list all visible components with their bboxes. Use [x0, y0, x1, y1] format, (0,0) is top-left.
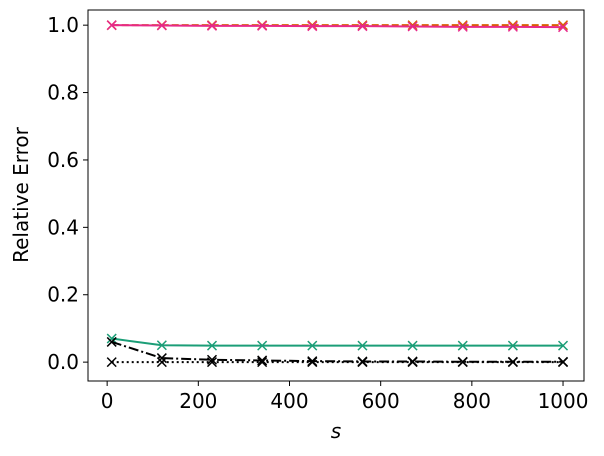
marker	[557, 340, 569, 351]
marker	[206, 357, 218, 368]
y-axis-label: Relative Error	[9, 126, 33, 263]
marker	[507, 21, 518, 32]
plot-frame	[87, 9, 585, 382]
y-tick-label: 0.2	[47, 283, 79, 307]
series-line	[111, 24, 564, 29]
marker	[106, 333, 117, 344]
x-tick-label: 0	[101, 389, 114, 413]
marker	[407, 21, 418, 32]
marker	[257, 340, 268, 351]
marker	[407, 357, 418, 368]
marker	[206, 354, 218, 365]
marker	[206, 20, 218, 31]
marker	[357, 21, 368, 32]
x-tick-label: 1000	[538, 389, 589, 413]
x-axis-label: s	[331, 419, 341, 443]
y-tick-label: 0.0	[47, 350, 79, 374]
marker	[507, 20, 518, 31]
marker	[257, 355, 268, 366]
marker	[106, 336, 117, 347]
marker	[407, 20, 418, 31]
x-tick-label: 200	[179, 389, 217, 413]
marker	[307, 357, 318, 368]
marker	[457, 357, 468, 368]
marker	[307, 340, 318, 351]
y-tick-label: 0.4	[47, 215, 79, 239]
y-tick-label: 0.6	[47, 148, 79, 172]
marker	[257, 357, 268, 368]
marker	[156, 340, 167, 351]
marker	[156, 357, 167, 368]
x-tick-label: 800	[453, 389, 491, 413]
marker	[357, 340, 368, 351]
marker	[357, 357, 368, 368]
y-tick-label: 1.0	[47, 13, 79, 37]
marker	[407, 340, 418, 351]
x-tick-label: 400	[270, 389, 308, 413]
x-tick-label: 600	[362, 389, 400, 413]
marker	[106, 357, 117, 368]
marker	[156, 20, 167, 31]
marker	[557, 22, 569, 33]
marker	[457, 20, 468, 31]
series-line	[111, 337, 564, 347]
marker	[206, 340, 218, 351]
marker	[257, 20, 268, 31]
marker	[507, 357, 518, 368]
marker	[557, 357, 569, 368]
marker	[557, 20, 569, 31]
marker	[106, 20, 117, 31]
y-tick-label: 0.8	[47, 81, 79, 105]
marker	[457, 340, 468, 351]
marker	[507, 340, 518, 351]
marker	[457, 21, 468, 32]
marker	[156, 353, 167, 364]
marker	[307, 21, 318, 32]
